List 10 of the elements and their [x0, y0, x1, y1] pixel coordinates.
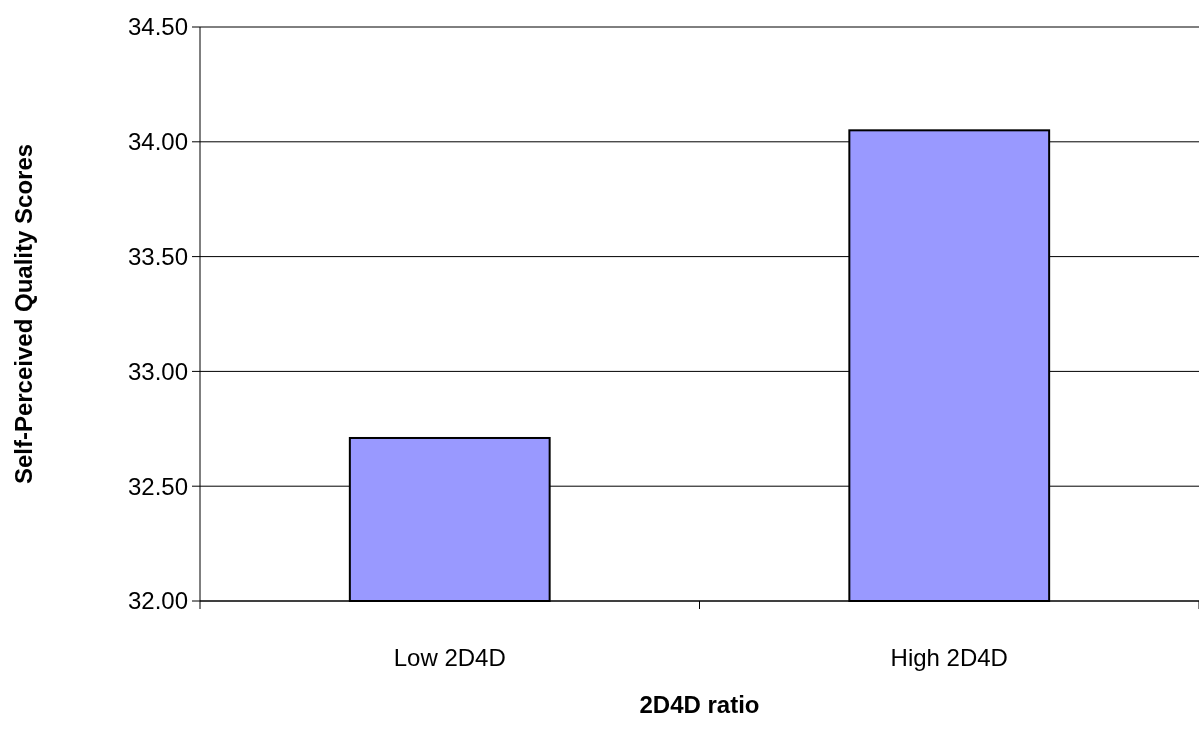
y-tick-label: 32.00 — [127, 587, 188, 615]
y-tick-label: 34.00 — [127, 128, 188, 156]
y-tick-label: 32.50 — [127, 472, 188, 500]
y-tick-label: 33.00 — [127, 357, 188, 385]
x-tick-label: High 2D4D — [890, 644, 1008, 671]
x-tick-label: Low 2D4D — [393, 644, 506, 671]
y-axis-title: Self-Perceived Quality Scores — [10, 143, 37, 485]
x-axis-title: 2D4D ratio — [639, 691, 760, 718]
y-tick-label: 33.50 — [127, 243, 188, 270]
y-tick-label: 34.50 — [127, 13, 188, 41]
